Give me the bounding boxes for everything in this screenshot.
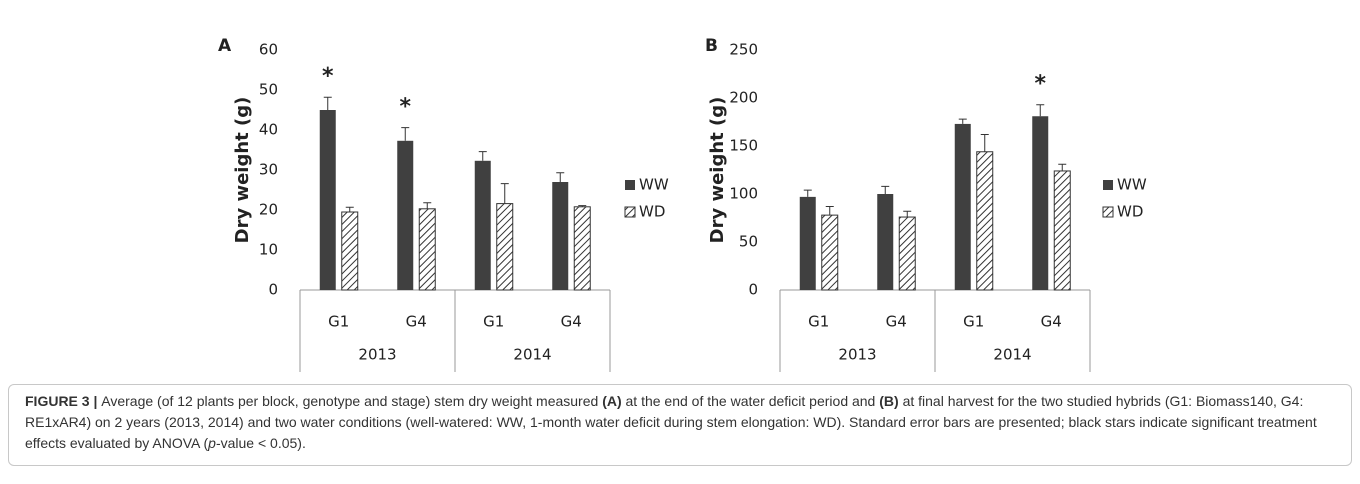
y-tick-label: 40	[259, 121, 278, 139]
bar	[552, 182, 569, 290]
legend-swatch	[624, 206, 636, 218]
y-tick-label: 250	[729, 41, 758, 59]
caption-text: at the end of the water deficit period a…	[621, 393, 880, 409]
error-bar	[803, 189, 812, 197]
x-tick-label: G1	[483, 313, 504, 331]
caption-text: (B)	[879, 393, 899, 409]
group-label: 2013	[838, 346, 876, 364]
y-tick-label: 20	[259, 201, 278, 219]
error-bar	[881, 185, 890, 194]
bar	[341, 211, 359, 291]
bar	[418, 208, 436, 291]
bar	[954, 123, 971, 290]
bar	[799, 196, 816, 290]
legend-label: WW	[1117, 176, 1147, 194]
error-bar	[478, 151, 487, 161]
x-tick-label: G1	[328, 313, 349, 331]
legend-swatch	[1102, 206, 1114, 218]
group-label: 2013	[358, 346, 396, 364]
bar	[319, 110, 336, 290]
legend-swatch	[1103, 180, 1113, 190]
error-bar	[1036, 104, 1045, 117]
legend-label: WW	[639, 176, 669, 194]
error-bar	[825, 205, 834, 216]
bar	[496, 203, 514, 291]
bar	[474, 160, 491, 290]
caption-text: Average (of 12 plants per block, genotyp…	[101, 393, 603, 409]
legend-label: WD	[639, 203, 665, 221]
caption-text: p	[208, 435, 216, 451]
y-tick-label: 150	[729, 137, 758, 155]
significance-star: *	[399, 95, 411, 120]
x-tick-label: G4	[1041, 313, 1062, 331]
y-tick-label: 60	[259, 41, 278, 59]
error-bar	[423, 202, 432, 209]
error-bar	[903, 210, 912, 218]
error-bar	[578, 205, 587, 207]
y-axis-label: Dry weight (g)	[707, 97, 728, 244]
significance-star: *	[1034, 72, 1046, 97]
significance-star: *	[322, 64, 334, 89]
y-tick-label: 0	[748, 281, 758, 299]
caption-text: at final harvest for the two studied hyb…	[25, 393, 1317, 451]
figure: A Dry weight (g) 0 10 20 30 40 50 60 2013 2014 G1 * G…	[218, 36, 1147, 372]
x-tick-label: G4	[406, 313, 427, 331]
error-bar	[345, 206, 354, 212]
y-tick-label: 200	[729, 89, 758, 107]
error-bar	[323, 96, 332, 110]
error-bar	[958, 118, 967, 124]
caption-text: -value < 0.05).	[215, 435, 306, 451]
y-tick-label: 100	[729, 185, 758, 203]
bar	[877, 194, 894, 290]
caption-text: (A)	[602, 393, 622, 409]
panel-label: A	[218, 36, 232, 56]
bar	[573, 206, 591, 291]
caption-text: FIGURE 3 |	[25, 393, 102, 409]
x-tick-label: G4	[886, 313, 907, 331]
bar	[898, 216, 916, 291]
error-bar	[556, 172, 565, 182]
panel-label: B	[705, 36, 718, 56]
bar	[1032, 116, 1049, 291]
y-axis-label: Dry weight (g)	[232, 97, 253, 244]
bar	[976, 151, 994, 291]
bar	[397, 140, 414, 290]
x-tick-label: G4	[561, 313, 582, 331]
bar	[821, 214, 839, 291]
y-tick-label: 10	[259, 241, 278, 259]
legend-swatch	[625, 180, 635, 190]
legend-label: WD	[1117, 203, 1143, 221]
x-tick-label: G1	[963, 313, 984, 331]
y-tick-label: 0	[268, 281, 278, 299]
caption: FIGURE 3 | Average (of 12 plants per blo…	[8, 384, 1352, 466]
error-bar	[500, 183, 509, 204]
error-bar	[980, 133, 989, 152]
error-bar	[1058, 163, 1067, 171]
group-label: 2014	[993, 346, 1031, 364]
y-tick-label: 30	[259, 161, 278, 179]
y-tick-label: 50	[259, 81, 278, 99]
bar	[1053, 170, 1071, 291]
error-bar	[401, 127, 410, 141]
group-label: 2014	[513, 346, 551, 364]
x-tick-label: G1	[808, 313, 829, 331]
y-tick-label: 50	[739, 233, 758, 251]
